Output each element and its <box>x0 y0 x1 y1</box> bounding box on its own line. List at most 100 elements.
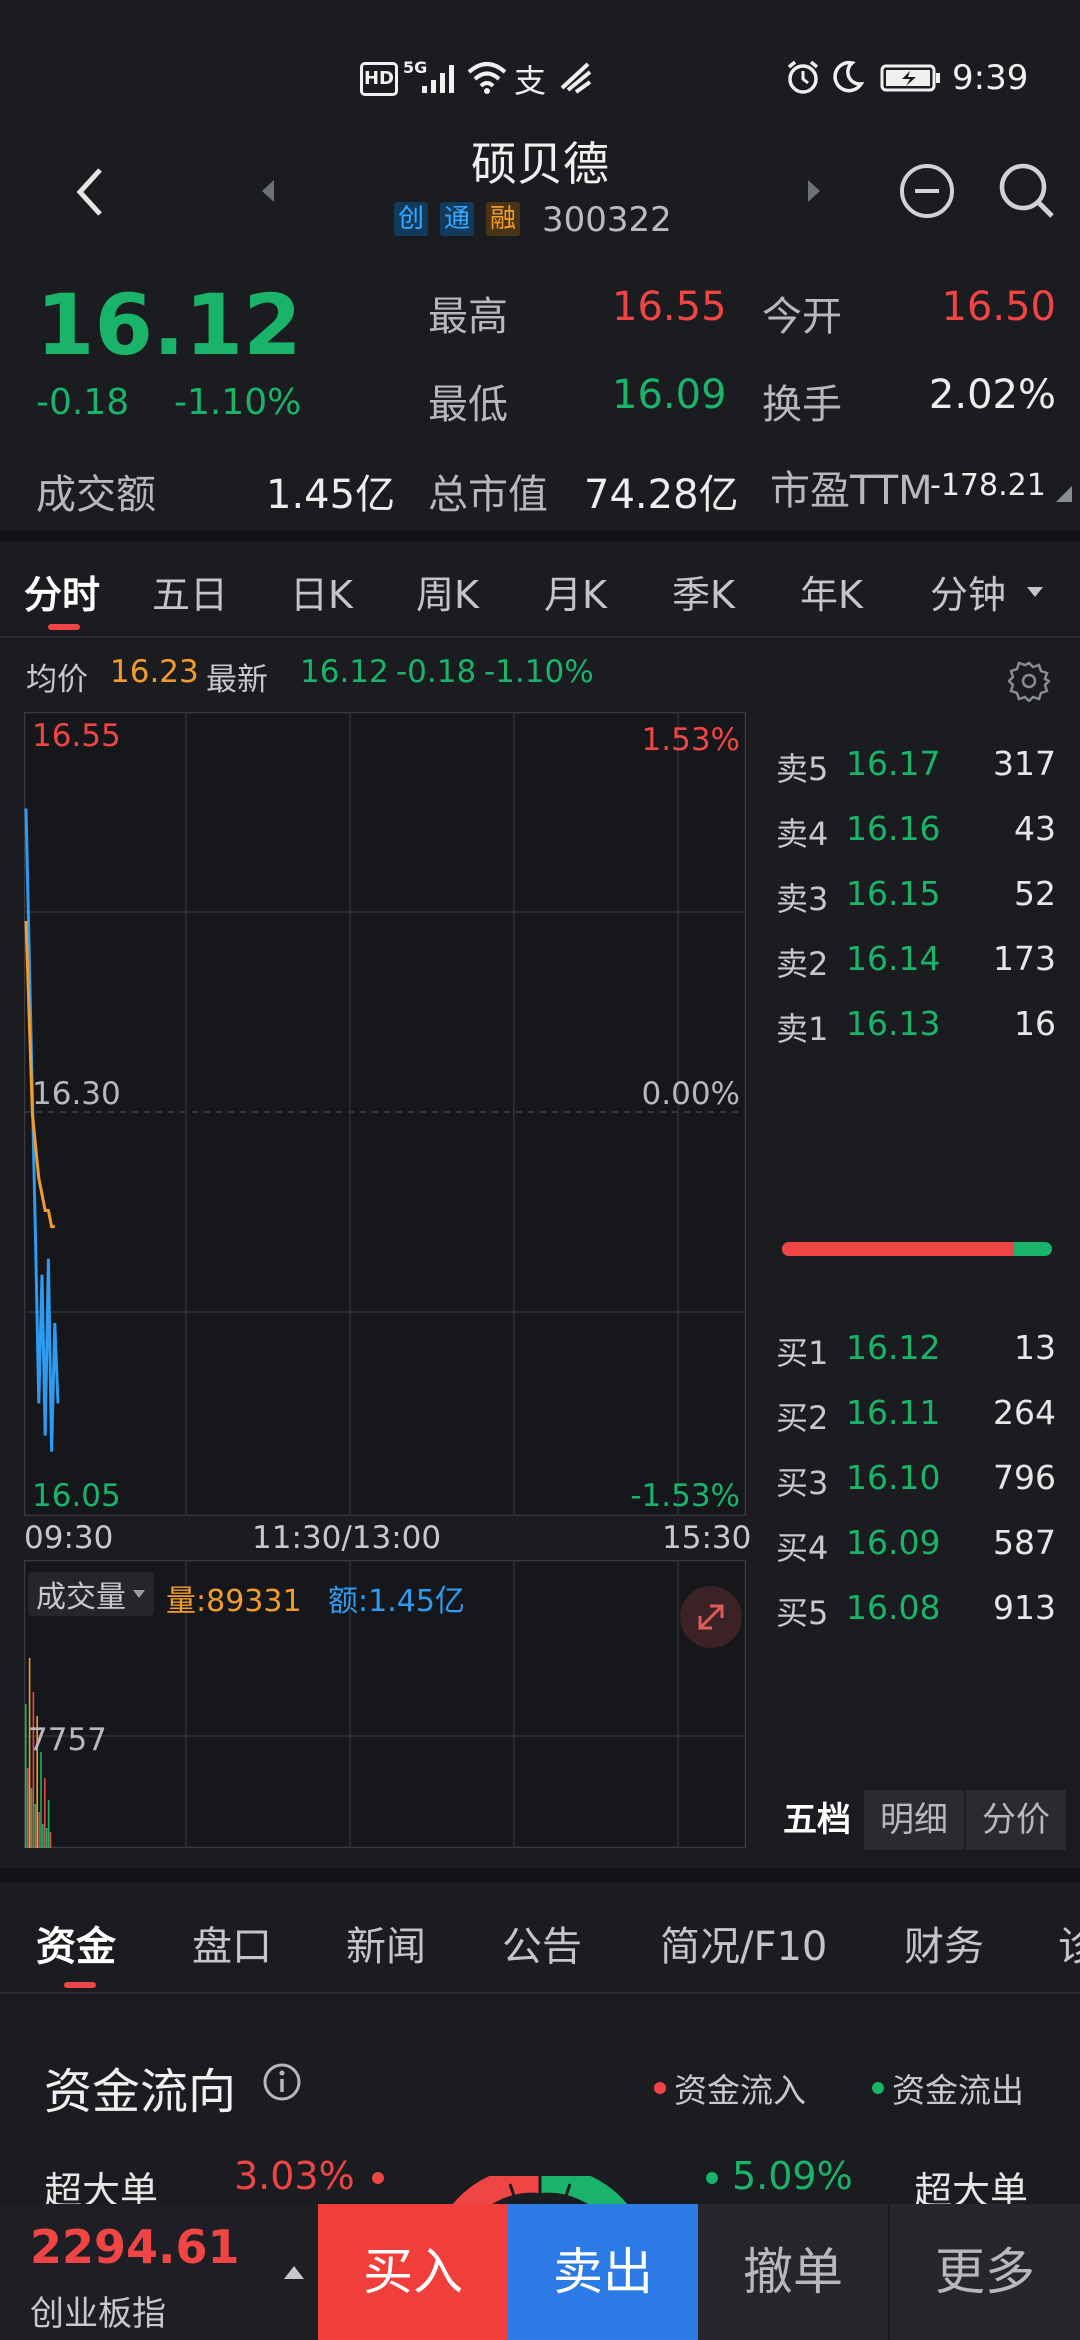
back-arrow-icon <box>76 168 102 216</box>
index-ticker[interactable]: 2294.61 创业板指 <box>0 2204 318 2340</box>
volume-bar <box>38 1812 40 1848</box>
tab-weekly-k[interactable]: 周K <box>416 573 479 617</box>
divider <box>0 1868 1080 1882</box>
bid-row[interactable]: 买1 16.12 13 <box>776 1328 1056 1378</box>
volume-bar <box>49 1832 52 1848</box>
inflow-dot <box>654 2082 666 2094</box>
volume-qty: 量:89331 <box>166 1584 302 1619</box>
volume-bars <box>25 1658 52 1848</box>
bid-row[interactable]: 买2 16.11 264 <box>776 1393 1056 1443</box>
divider <box>0 530 1080 542</box>
tab-intraday[interactable]: 分时 <box>24 573 101 617</box>
ask-row[interactable]: 卖4 16.16 43 <box>776 809 1056 859</box>
index-name: 创业板指 <box>30 2294 166 2334</box>
badge-chuang: 创 <box>394 202 428 236</box>
settings-gear-icon[interactable] <box>1008 660 1050 702</box>
more-button[interactable]: 更多 <box>890 2204 1080 2340</box>
volume-bar <box>47 1800 50 1848</box>
bid-price: 16.08 <box>846 1588 941 1627</box>
intraday-price-chart[interactable] <box>24 712 746 1516</box>
pe-label: 市盈TTM <box>770 468 933 514</box>
tab-yearly-k[interactable]: 年K <box>800 573 863 617</box>
volume-bar <box>26 1768 29 1848</box>
ask-volume: 16 <box>1014 1004 1056 1043</box>
dropdown-caret-icon <box>1027 587 1043 597</box>
inflow-label: 资金流入 <box>674 2071 806 2110</box>
bid-volume: 587 <box>993 1523 1056 1562</box>
bid-level: 买4 <box>776 1529 829 1567</box>
network-type: 5G <box>403 58 428 77</box>
ask-price: 16.14 <box>846 939 941 978</box>
ask-row[interactable]: 卖3 16.15 52 <box>776 874 1056 924</box>
caret-right-icon <box>808 180 820 202</box>
tab-details[interactable]: 明细 <box>864 1790 964 1850</box>
search-button[interactable] <box>996 160 1056 220</box>
tab-financials[interactable]: 财务 <box>904 1924 984 1970</box>
remove-watchlist-button[interactable] <box>898 162 956 220</box>
tab-minute[interactable]: 分钟 <box>930 573 1007 617</box>
bid-volume: 913 <box>993 1588 1056 1627</box>
bid-row[interactable]: 买5 16.08 913 <box>776 1588 1056 1638</box>
tab-diagnosis[interactable]: 诊 <box>1058 1924 1080 1970</box>
volume-bar <box>32 1692 35 1848</box>
back-button[interactable] <box>70 162 110 222</box>
outflow-dot <box>872 2082 884 2094</box>
alarm-icon <box>787 60 819 94</box>
high-value: 16.55 <box>612 284 727 330</box>
volume-bar <box>30 1788 33 1848</box>
prev-stock-button[interactable] <box>258 178 278 204</box>
ask-row[interactable]: 卖1 16.13 16 <box>776 1004 1056 1054</box>
axis-price-top: 16.55 <box>32 718 121 754</box>
turnover-label: 换手 <box>762 382 842 428</box>
corner-expand-icon[interactable] <box>1056 486 1072 502</box>
tab-handicap[interactable]: 盘口 <box>192 1924 272 1970</box>
flow-left-pct: 3.03% <box>234 2154 355 2198</box>
expand-icon <box>698 1604 724 1630</box>
divider <box>0 1992 1080 1994</box>
tab-active-indicator <box>48 624 80 630</box>
tab-funds[interactable]: 资金 <box>36 1924 116 1970</box>
ask-row[interactable]: 卖2 16.14 173 <box>776 939 1056 989</box>
badge-rong: 融 <box>486 202 520 236</box>
volume-bar <box>45 1828 48 1848</box>
wifi-icon <box>467 62 507 94</box>
tab-announcements[interactable]: 公告 <box>502 1924 582 1970</box>
bid-volume: 796 <box>993 1458 1056 1497</box>
ask-price: 16.13 <box>846 1004 941 1043</box>
chart-tabs: 分时 五日 日K 周K 月K 季K 年K 分钟 <box>0 564 1080 620</box>
fullscreen-button[interactable] <box>680 1586 742 1648</box>
dropdown-caret-icon <box>133 1590 145 1598</box>
tab-five-day[interactable]: 五日 <box>152 573 229 617</box>
tab-price-distribution[interactable]: 分价 <box>966 1790 1066 1850</box>
ask-row[interactable]: 卖5 16.17 317 <box>776 744 1056 794</box>
volume-type-selector[interactable]: 成交量 <box>28 1572 154 1616</box>
bid-level: 买1 <box>776 1334 829 1372</box>
battery-icon <box>880 64 940 92</box>
bid-price: 16.10 <box>846 1458 941 1497</box>
turnover-value: 2.02% <box>928 372 1056 418</box>
pe-value: -178.21 <box>930 468 1046 503</box>
tab-profile-f10[interactable]: 简况/F10 <box>660 1924 828 1970</box>
bid-row[interactable]: 买4 16.09 587 <box>776 1523 1056 1573</box>
info-icon[interactable] <box>262 2062 302 2102</box>
tab-daily-k[interactable]: 日K <box>290 573 353 617</box>
sell-button[interactable]: 卖出 <box>508 2204 698 2340</box>
bid-level: 买5 <box>776 1594 829 1632</box>
open-label: 今开 <box>762 294 842 340</box>
bid-row[interactable]: 买3 16.10 796 <box>776 1458 1056 1508</box>
mcap-label: 总市值 <box>428 472 548 518</box>
cancel-order-button[interactable]: 撤单 <box>698 2204 890 2340</box>
search-icon <box>999 163 1054 218</box>
tab-quarterly-k[interactable]: 季K <box>672 573 735 617</box>
avg-price-label: 均价 <box>26 662 88 698</box>
flow-right-pct: 5.09% <box>732 2154 853 2198</box>
fund-flow-title: 资金流向 <box>44 2064 237 2120</box>
ask-level: 卖3 <box>776 880 829 918</box>
price-change: -0.18 <box>36 382 130 423</box>
buy-button[interactable]: 买入 <box>318 2204 508 2340</box>
tab-five-levels[interactable]: 五档 <box>783 1800 851 1840</box>
next-stock-button[interactable] <box>804 178 824 204</box>
volume-axis-value: 7757 <box>28 1722 107 1758</box>
tab-monthly-k[interactable]: 月K <box>544 573 607 617</box>
tab-news[interactable]: 新闻 <box>346 1924 426 1970</box>
